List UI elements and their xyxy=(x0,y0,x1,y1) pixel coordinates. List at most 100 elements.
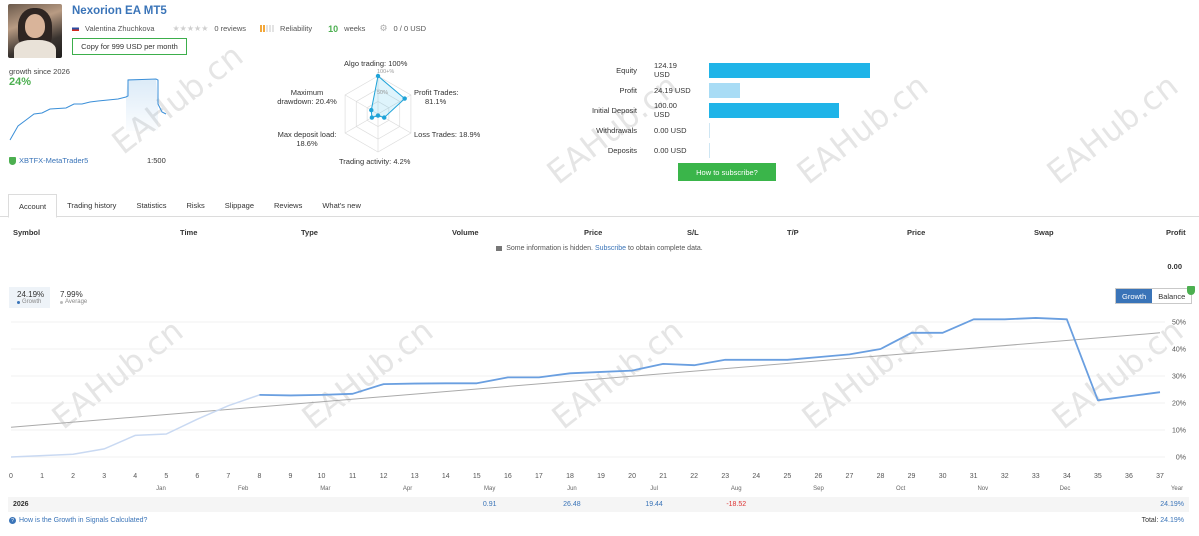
growth-legend-value: 24.19% xyxy=(17,290,45,299)
growth-legend-label: Growth xyxy=(22,299,42,305)
signal-title[interactable]: Nexorion EA MT5 xyxy=(72,5,167,17)
col-type: Type xyxy=(301,228,318,237)
col-symbol: Symbol xyxy=(13,228,41,237)
balance-bar-row: Profit 24.19 USD xyxy=(527,82,741,98)
year-label: Year xyxy=(1171,486,1183,492)
x-tick-label: 34 xyxy=(1063,473,1071,480)
balance-bar-value: 100.00 USD xyxy=(654,101,677,119)
balance-bar-value: 0.00 USD xyxy=(654,125,687,135)
risk-radar-chart xyxy=(344,73,412,153)
y-tick-label: 30% xyxy=(1172,374,1186,381)
month-label: Dec xyxy=(1060,486,1071,492)
radar-label-drawdown: Maximum drawdown: 20.4% xyxy=(277,88,337,106)
x-tick-label: 24 xyxy=(752,473,760,480)
balance-bar-value: 124.19 USD xyxy=(654,61,677,79)
x-tick-label: 7 xyxy=(226,473,230,480)
monthly-value: 26.48 xyxy=(563,501,581,508)
col-price-close: Price xyxy=(907,228,926,237)
average-legend[interactable]: 7.99% Average xyxy=(60,287,87,305)
tab-statistics[interactable]: Statistics xyxy=(136,201,167,210)
help-icon: ? xyxy=(9,517,16,524)
growth-chart: 0%10%20%30%40%50%0 1 2 3 4 5 6 7 8 9 10 11 12 13 14 15 1… xyxy=(9,317,1186,492)
x-tick-label: 29 xyxy=(908,473,916,480)
y-tick-label: 0% xyxy=(1176,455,1186,462)
tab-risks[interactable]: Risks xyxy=(186,201,205,210)
monthly-growth-row: 2026 0.91 26.48 19.44 -18.52 24.19% xyxy=(8,497,1189,512)
x-tick-label: 22 xyxy=(690,473,698,480)
reviews-count[interactable]: 0 reviews xyxy=(214,24,247,33)
copy-subscription-button[interactable]: Copy for 999 USD per month xyxy=(72,38,187,55)
x-tick-label: 31 xyxy=(970,473,978,480)
balance-bar-row: Withdrawals 0.00 USD xyxy=(527,122,710,138)
balance-bar-row: Deposits 0.00 USD xyxy=(527,142,710,158)
tab-trading-history[interactable]: Trading history xyxy=(67,201,117,210)
month-label: Apr xyxy=(403,486,412,492)
balance-bar-value: 24.19 USD xyxy=(654,85,691,95)
toggle-growth-button[interactable]: Growth xyxy=(1116,289,1153,303)
radar-label-deposit: Max deposit load: 18.6% xyxy=(277,130,337,148)
x-tick-label: 13 xyxy=(411,473,419,480)
month-label: Jan xyxy=(156,486,166,492)
tab-reviews[interactable]: Reviews xyxy=(274,201,303,210)
col-profit: Profit xyxy=(1166,228,1186,237)
x-tick-label: 16 xyxy=(504,473,512,480)
x-tick-label: 30 xyxy=(939,473,947,480)
balance-bar xyxy=(709,102,839,118)
x-tick-label: 9 xyxy=(289,473,293,480)
broker-info[interactable]: XBTFX-MetaTrader5 xyxy=(9,156,88,165)
verified-shield-icon xyxy=(1187,286,1195,295)
funds-gear-icon: ⚙ xyxy=(379,23,388,33)
monthly-value: -18.52 xyxy=(726,501,747,508)
chart-mode-toggle: Growth Balance xyxy=(1115,288,1193,304)
tab-slippage[interactable]: Slippage xyxy=(224,201,254,210)
balance-bar-label: Profit xyxy=(619,85,637,95)
tab-whats-new[interactable]: What's new xyxy=(322,201,361,210)
y-tick-label: 20% xyxy=(1172,401,1186,408)
x-tick-label: 23 xyxy=(721,473,729,480)
monthly-value: 19.44 xyxy=(645,501,663,508)
x-tick-label: 12 xyxy=(380,473,388,480)
x-tick-label: 5 xyxy=(164,473,168,480)
x-tick-label: 21 xyxy=(659,473,667,480)
trades-table-header: Symbol Time Type Volume Price S/L T/P Pr… xyxy=(0,228,1199,242)
x-tick-label: 15 xyxy=(473,473,481,480)
hidden-info-notice: Some information is hidden. Subscribe to… xyxy=(0,245,1199,252)
how-to-subscribe-button[interactable]: How to subscribe? xyxy=(678,163,776,181)
month-label: Feb xyxy=(238,486,249,492)
radar-label-algo: Algo trading: 100% xyxy=(344,59,408,68)
x-tick-label: 19 xyxy=(597,473,605,480)
x-tick-label: 36 xyxy=(1125,473,1133,480)
tab-account[interactable]: Account xyxy=(8,194,58,218)
col-swap: Swap xyxy=(1034,228,1054,237)
subscribe-link[interactable]: Subscribe xyxy=(594,245,627,252)
total-growth: Total: 24.19% xyxy=(1141,517,1184,524)
balance-bar xyxy=(709,142,710,158)
russia-flag-icon xyxy=(72,26,79,31)
radar-label-activity: Trading activity: 4.2% xyxy=(339,157,411,166)
radar-point-drawdown xyxy=(369,107,374,113)
toggle-balance-button[interactable]: Balance xyxy=(1158,291,1186,301)
growth-calc-help-link[interactable]: ? How is the Growth in Signals Calculate… xyxy=(9,517,147,524)
month-label: Jul xyxy=(650,486,658,492)
x-tick-label: 25 xyxy=(783,473,791,480)
author-name[interactable]: Valentina Zhuchkova xyxy=(85,24,155,33)
author-avatar[interactable] xyxy=(8,4,62,58)
y-tick-label: 40% xyxy=(1172,347,1186,354)
x-tick-label: 18 xyxy=(566,473,574,480)
col-volume: Volume xyxy=(452,228,479,237)
x-tick-label: 11 xyxy=(349,473,356,480)
growth-legend[interactable]: 24.19% Growth xyxy=(9,287,50,308)
account-balance-bars: Equity 124.19 USD Profit 24.19 USD Initial D… xyxy=(527,61,887,162)
average-dot-icon xyxy=(60,300,63,304)
x-tick-label: 32 xyxy=(1001,473,1009,480)
average-legend-value: 7.99% xyxy=(60,290,83,299)
y-tick-label: 50% xyxy=(1172,320,1186,327)
x-tick-label: 14 xyxy=(442,473,450,480)
broker-name[interactable]: XBTFX-MetaTrader5 xyxy=(19,156,89,165)
profit-total: 0.00 xyxy=(1167,262,1182,271)
radar-ring-50: 50% xyxy=(377,90,389,96)
balance-bar-label: Deposits xyxy=(607,145,637,155)
x-tick-label: 35 xyxy=(1094,473,1102,480)
funds-value: 0 / 0 USD xyxy=(393,24,427,33)
reliability-bars-icon xyxy=(260,25,275,32)
